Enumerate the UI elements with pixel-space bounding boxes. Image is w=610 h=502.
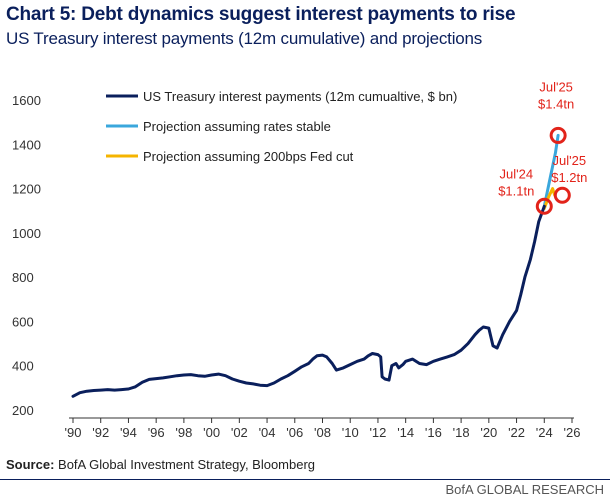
y-tick-label: 600 (12, 314, 34, 329)
x-tick-label: '04 (259, 425, 276, 440)
annotation-circle (535, 197, 553, 215)
source-text: BofA Global Investment Strategy, Bloombe… (58, 457, 316, 472)
annotation-date: Jul'25 (539, 79, 573, 94)
x-tick-label: '20 (480, 425, 497, 440)
brand-label: BofA GLOBAL RESEARCH (445, 482, 604, 497)
series-line-2 (542, 133, 560, 208)
x-tick-label: '94 (120, 425, 137, 440)
legend-label: Projection assuming rates stable (143, 119, 331, 134)
annotation-date: Jul'25 (553, 153, 587, 168)
x-tick-label: '18 (453, 425, 470, 440)
y-tick-label: 400 (12, 359, 34, 374)
annotation-value: $1.2tn (551, 170, 587, 185)
annotation-value: $1.1tn (498, 183, 534, 198)
legend-label: Projection assuming 200bps Fed cut (143, 149, 354, 164)
annotation-value: $1.4tn (538, 96, 574, 111)
x-tick-label: '14 (397, 425, 414, 440)
x-tick-label: '98 (175, 425, 192, 440)
x-tick-label: '12 (369, 425, 386, 440)
annotation-circle (553, 186, 571, 204)
x-tick-label: '06 (286, 425, 303, 440)
annotation-circle (549, 126, 567, 144)
y-tick-label: 800 (12, 270, 34, 285)
x-tick-label: '16 (425, 425, 442, 440)
chart-series (71, 133, 560, 398)
chart-title: Chart 5: Debt dynamics suggest interest … (6, 4, 516, 25)
x-tick-label: '24 (536, 425, 553, 440)
x-tick-label: '22 (508, 425, 525, 440)
line-chart: 200 400 600 800 1000 1200 1400 1600 '90 '92 '94 '96… (12, 79, 587, 440)
x-tick-label: '92 (92, 425, 109, 440)
source-note: Source: BofA Global Investment Strategy,… (6, 457, 315, 472)
legend-label: US Treasury interest payments (12m cumua… (143, 89, 457, 104)
chart-annotations: Jul'25 $1.4tn Jul'25 $1.2tn Jul'24 $1.1tn (498, 79, 587, 215)
x-tick-label: '08 (314, 425, 331, 440)
chart-axes: 200 400 600 800 1000 1200 1400 1600 '90 '92 '94 '96… (12, 93, 580, 440)
series-line-1 (71, 204, 546, 398)
series-line-3 (542, 187, 557, 210)
annotation-date: Jul'24 (499, 166, 533, 181)
x-tick-label: '10 (342, 425, 359, 440)
chart-subtitle: US Treasury interest payments (12m cumul… (6, 29, 483, 48)
chart-legend: US Treasury interest payments (12m cumua… (106, 89, 457, 164)
y-tick-label: 1000 (12, 226, 41, 241)
y-tick-label: 1400 (12, 137, 41, 152)
x-tick-label: '00 (203, 425, 220, 440)
source-label: Source: (6, 457, 55, 472)
y-tick-label: 1600 (12, 93, 41, 108)
x-tick-label: '96 (148, 425, 165, 440)
x-tick-label: '90 (65, 425, 82, 440)
y-tick-label: 1200 (12, 182, 41, 197)
x-tick-label: '26 (564, 425, 581, 440)
y-tick-label: 200 (12, 403, 34, 418)
footer-divider (0, 479, 610, 480)
x-tick-label: '02 (231, 425, 248, 440)
